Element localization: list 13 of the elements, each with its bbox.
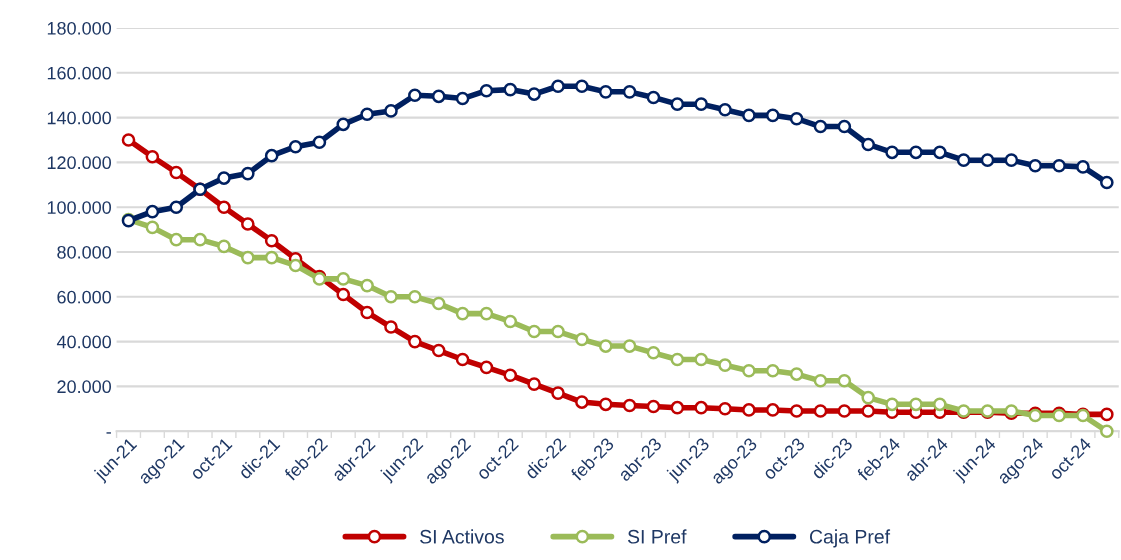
y-tick-label: 100.000 bbox=[47, 201, 112, 214]
y-tick-label: 40.000 bbox=[56, 335, 112, 349]
legend-label: SI Activos bbox=[420, 529, 504, 544]
y-tick-label: 140.000 bbox=[47, 111, 112, 125]
legend-label: SI Pref bbox=[627, 529, 687, 544]
y-tick-label: 180.000 bbox=[47, 21, 112, 35]
y-tick-label: 60.000 bbox=[57, 290, 112, 304]
y-tick-label: 120.000 bbox=[47, 156, 112, 170]
y-tick-label: 160.000 bbox=[47, 66, 112, 80]
y-tick-label: 80.000 bbox=[57, 245, 112, 259]
legend-label: Caja Pref bbox=[809, 529, 891, 548]
y-tick-label: 20.000 bbox=[57, 380, 112, 394]
y-tick-label: - bbox=[106, 432, 111, 434]
